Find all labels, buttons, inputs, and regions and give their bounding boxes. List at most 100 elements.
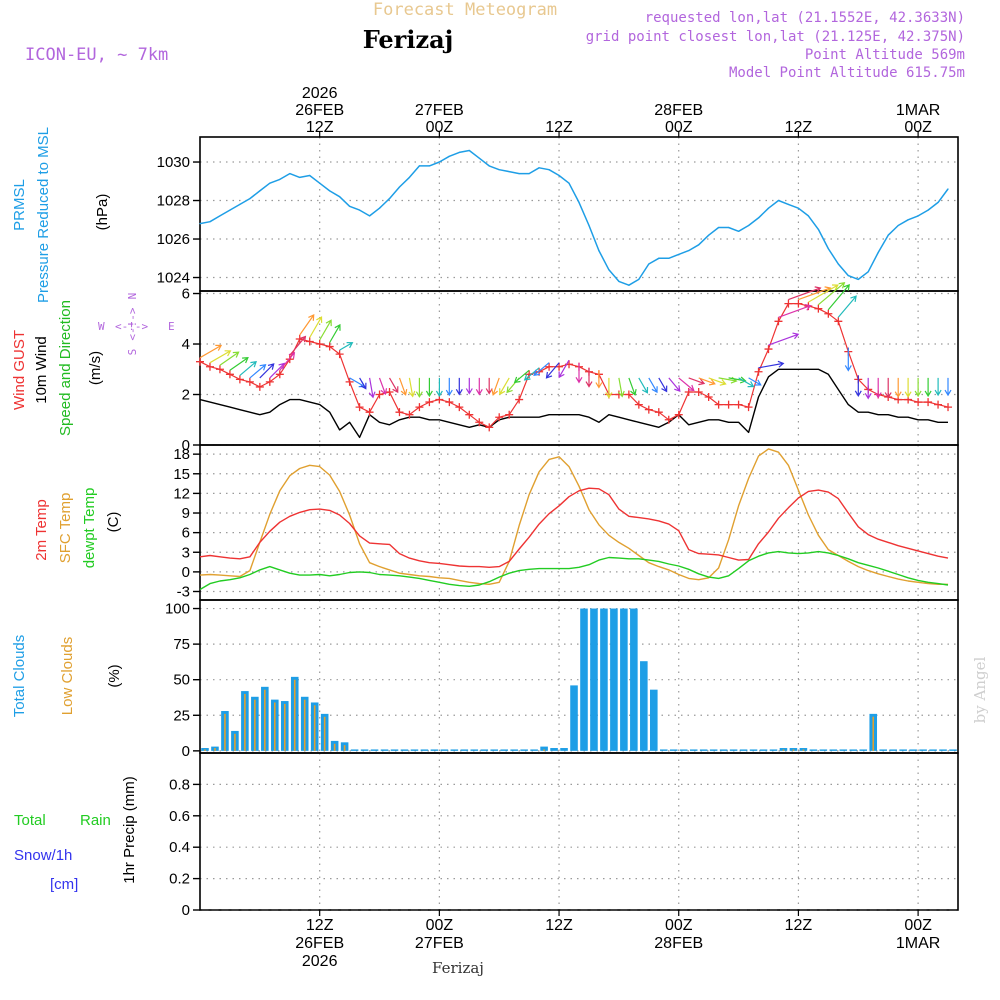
pressure-point xyxy=(618,280,620,282)
top-time-label: 00Z xyxy=(426,119,454,136)
wind-gust-marker xyxy=(215,365,224,374)
low-cloud-bar xyxy=(214,748,216,751)
precip-bar xyxy=(410,909,418,911)
requested-coords: requested lon,lat (21.1552E, 42.3633N) xyxy=(645,10,965,26)
wind-gust-label: Wind GUST xyxy=(11,330,28,410)
low-cloud-bar xyxy=(792,749,795,751)
pressure-point xyxy=(887,234,889,236)
wind-direction-arrow xyxy=(485,377,493,395)
low-cloud-bar xyxy=(543,749,545,751)
wind-direction-arrow xyxy=(329,323,341,343)
precip-bar xyxy=(789,909,797,911)
clouds-tick-label: 100 xyxy=(165,601,190,618)
total-cloud-bar xyxy=(580,608,588,751)
bottom-time-label: 12Z xyxy=(785,917,813,934)
precip-bar xyxy=(899,909,907,911)
precip-bar xyxy=(331,909,339,911)
wind-direction-arrow xyxy=(748,377,762,386)
wind-direction-arrow xyxy=(299,314,315,336)
precip-bar xyxy=(779,909,787,911)
temp-tick-label: 15 xyxy=(173,466,190,483)
total-cloud-bar xyxy=(400,749,409,751)
wind-gust-marker xyxy=(784,299,793,308)
pressure-point xyxy=(678,253,680,256)
wind-compass: N <-!-> S W <-!-> E xyxy=(98,293,175,356)
total-cloud-bar xyxy=(490,749,499,751)
precip-bar xyxy=(600,909,608,911)
precip-bar xyxy=(530,909,538,911)
wind-gust-marker xyxy=(714,400,723,409)
total-cloud-bar xyxy=(829,749,838,751)
wind-direction-arrow xyxy=(914,377,922,398)
pressure-point xyxy=(857,278,859,281)
pressure-point xyxy=(349,205,351,207)
pressure-tick-label: 1024 xyxy=(157,270,190,287)
wind-direction-arrow xyxy=(209,350,232,364)
total-cloud-bar xyxy=(450,749,459,751)
pressure-point xyxy=(239,203,241,205)
pressure-point xyxy=(289,172,291,175)
wind-direction-arrow xyxy=(854,375,862,397)
compass-arrows-h: <-!-> xyxy=(115,320,148,333)
plot-layer: 10241026102810300246-3036912151802550751… xyxy=(157,85,959,970)
wind-gust-marker xyxy=(794,299,803,308)
total-cloud-bar xyxy=(590,608,598,751)
total-cloud-bar xyxy=(410,749,419,751)
wind-gust-marker xyxy=(545,362,554,371)
dewpt-temp-series-line xyxy=(199,550,949,591)
total-cloud-bar xyxy=(630,608,638,751)
total-cloud-bar xyxy=(570,685,578,751)
pressure-point xyxy=(847,275,849,277)
precip-bars xyxy=(201,909,957,911)
precip-side-labels: Total Rain Snow/1h [cm] 1hr Precip (mm) xyxy=(14,776,138,893)
pressure-point xyxy=(398,186,401,188)
bottom-time-label: 00Z xyxy=(665,917,693,934)
wind-gust-marker xyxy=(445,398,454,407)
temp-frame xyxy=(199,444,959,601)
wind-gust-marker xyxy=(764,345,773,354)
total-cloud-bar xyxy=(729,749,738,751)
wind-direction-arrow xyxy=(827,284,850,311)
pressure-point xyxy=(428,165,430,167)
pressure-point xyxy=(568,182,570,184)
wind-gust-marker xyxy=(295,334,304,343)
pressure-y-axis: 1024 1026 1028 1030 xyxy=(157,154,958,287)
pressure-point xyxy=(688,249,690,252)
pressure-frame xyxy=(199,136,959,292)
precip-bar xyxy=(291,909,299,911)
wind-direction-arrow xyxy=(934,377,942,397)
precip-bar xyxy=(470,909,478,911)
total-cloud-bar xyxy=(839,749,848,751)
precip-bar xyxy=(371,909,379,911)
wind-direction-arrow xyxy=(904,377,912,398)
total-cloud-bar xyxy=(849,749,858,751)
pressure-point xyxy=(608,269,610,271)
precip-bar xyxy=(919,909,927,911)
precip-bar xyxy=(680,909,688,911)
total-cloud-bar xyxy=(560,748,568,751)
temp-tick-label: 9 xyxy=(182,505,190,522)
wind-direction-arrow xyxy=(533,362,550,377)
precip-bar xyxy=(640,909,648,911)
total-cloud-bar xyxy=(550,748,558,751)
compass-w: W xyxy=(98,320,105,333)
precip-bar xyxy=(271,909,279,911)
temp-dewpt-label: dewpt Temp xyxy=(81,488,98,569)
wind-direction-arrow xyxy=(798,286,832,301)
top-time-label: 00Z xyxy=(665,119,693,136)
wind-direction-arrow xyxy=(558,359,570,379)
temp-tick-label: 18 xyxy=(173,446,190,463)
wind-gust-marker xyxy=(824,309,833,318)
wind-gust-marker xyxy=(814,304,823,313)
precip-bar xyxy=(341,909,349,911)
pressure-point xyxy=(418,165,421,167)
pressure-point xyxy=(648,263,650,265)
precip-bar xyxy=(381,909,389,911)
precip-bar xyxy=(201,909,209,911)
wind-direction-arrow xyxy=(844,347,852,372)
pressure-point xyxy=(269,182,271,184)
precip-unit-label: 1hr Precip (mm) xyxy=(121,776,138,884)
wind-10m-series-line xyxy=(199,368,948,439)
wind-direction-arrow xyxy=(738,377,755,388)
